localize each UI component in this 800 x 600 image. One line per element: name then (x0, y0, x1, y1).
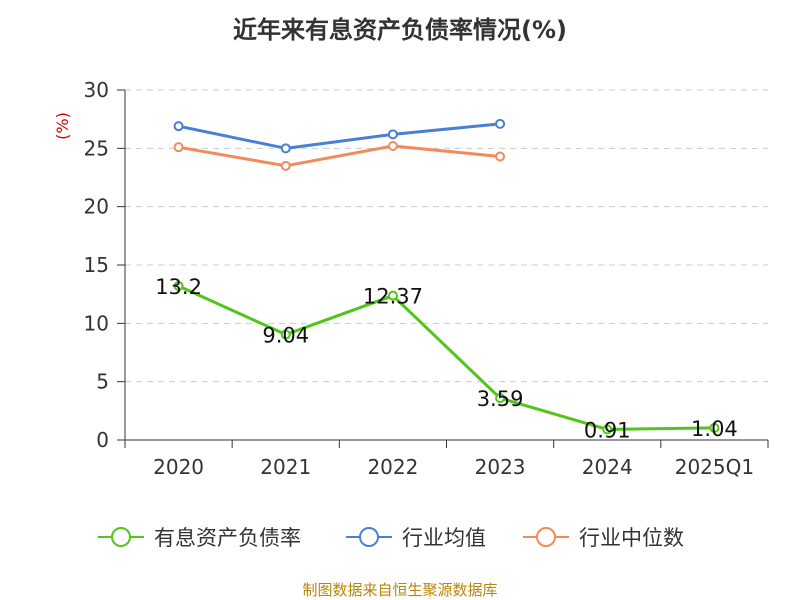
data-labels: 13.2 9.04 12.37 3.59 0.91 1.04 (155, 275, 738, 442)
data-point (602, 424, 613, 435)
y-tick-label: 15 (84, 253, 109, 277)
data-point (709, 422, 720, 433)
data-point (495, 118, 506, 129)
legend-label: 有息资产负债率 (154, 526, 301, 550)
data-point (387, 141, 398, 151)
data-point (280, 160, 291, 171)
series-line (178, 144, 501, 168)
axes: 0 5 10 15 20 25 30 (%) 2020 2021 2022 2023 2024 2025Q… (53, 78, 769, 479)
legend-label: 行业中位数 (579, 526, 684, 550)
legend-label: 行业均值 (402, 526, 486, 550)
data-label: 0.91 (584, 418, 631, 442)
legend-item: 行业中位数 (523, 526, 684, 550)
x-tick-label: 2024 (582, 455, 633, 479)
y-tick-label: 25 (84, 136, 109, 160)
source-note: 制图数据来自恒生聚源数据库 (302, 581, 498, 599)
y-tick-label: 0 (96, 428, 109, 452)
legend-marker (536, 527, 556, 547)
data-label: 13.2 (155, 275, 202, 299)
y-tick-label: 30 (84, 78, 109, 102)
legend-item: 有息资产负债率 (98, 526, 301, 550)
series-line (178, 122, 501, 150)
data-label: 12.37 (363, 285, 423, 309)
data-point (387, 290, 398, 301)
y-tick-label: 10 (84, 311, 109, 335)
x-tick-label: 2023 (475, 455, 526, 479)
legend-marker (359, 527, 379, 547)
data-point (387, 129, 398, 140)
series-lines (173, 118, 720, 435)
gridlines (125, 89, 768, 383)
y-tick-label: 5 (96, 370, 109, 394)
data-point (280, 143, 291, 154)
data-point (495, 393, 506, 404)
data-point (173, 281, 184, 291)
data-point (173, 121, 184, 132)
series-line (177, 284, 715, 431)
y-axis-label: (%) (53, 112, 72, 140)
chart-title: 近年来有息资产负债率情况(%) (233, 16, 567, 44)
data-point (173, 142, 184, 153)
legend-item: 行业均值 (346, 526, 486, 550)
data-label: 9.04 (262, 324, 309, 348)
data-label: 3.59 (477, 387, 524, 411)
x-tick-label: 2020 (153, 455, 204, 479)
data-label: 1.04 (691, 417, 738, 441)
x-tick-label: 2025Q1 (675, 455, 754, 479)
x-tick-label: 2021 (260, 455, 311, 479)
data-point (280, 329, 291, 340)
legend: 有息资产负债率 行业均值 行业中位数 (98, 526, 684, 550)
y-tick-label: 20 (84, 195, 109, 219)
x-tick-label: 2022 (367, 455, 418, 479)
legend-marker (111, 527, 131, 547)
data-point (495, 151, 506, 162)
